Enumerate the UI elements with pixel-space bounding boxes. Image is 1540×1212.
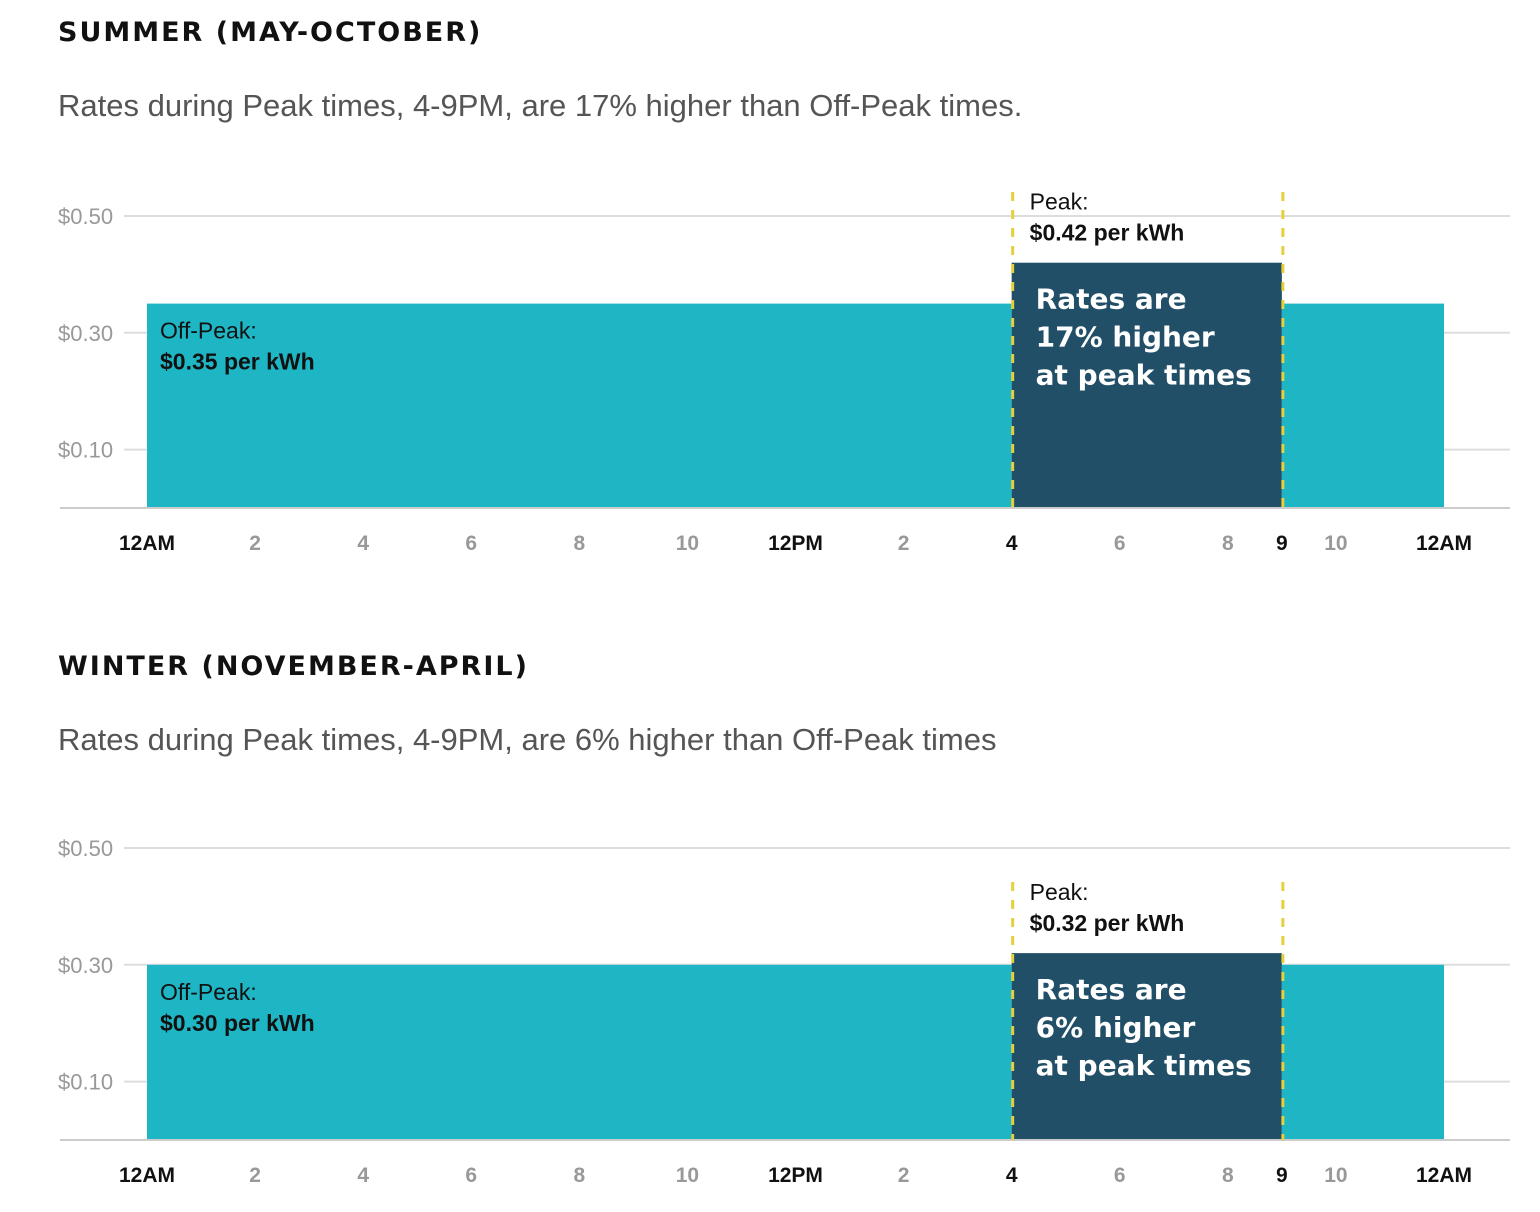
x-tick-label: 6: [1114, 1164, 1126, 1187]
x-tick-label: 4: [357, 1164, 369, 1187]
y-tick-label: $0.30: [58, 953, 113, 978]
peak-callout-line: Rates are: [1036, 973, 1187, 1006]
x-tick-label: 2: [898, 532, 910, 555]
x-tick-label: 12AM: [1416, 532, 1472, 555]
x-tick-label: 2: [249, 1164, 261, 1187]
y-tick-label: $0.30: [58, 321, 113, 346]
x-tick-label: 2: [249, 532, 261, 555]
summer-chart: $0.50 $0.30 $0.10 12AM 2 4 6 8 10 12PM 2 4 6 8 9 10 12AM…: [58, 189, 1510, 555]
summer-title: SUMMER (MAY-OCTOBER): [58, 17, 483, 48]
peak-bar: [1011, 262, 1282, 508]
x-tick-label: 6: [465, 532, 477, 555]
peak-label: Peak:: [1030, 189, 1089, 215]
x-tick-label: 8: [1222, 1164, 1234, 1187]
x-tick-label: 10: [1324, 532, 1347, 555]
offpeak-bar: [147, 964, 1012, 1140]
x-tick-label: 12PM: [768, 532, 823, 555]
peak-callout-line: 6% higher: [1036, 1011, 1196, 1044]
x-tick-label: 2: [898, 1164, 910, 1187]
x-tick-label: 8: [1222, 532, 1234, 555]
x-tick-label: 12PM: [768, 1164, 823, 1187]
x-tick-label: 12AM: [119, 532, 175, 555]
x-tick-label: 6: [1114, 532, 1126, 555]
y-tick-label: $0.50: [58, 836, 113, 861]
offpeak-value: $0.30 per kWh: [160, 1010, 315, 1036]
peak-bar: [1011, 953, 1282, 1140]
peak-callout-line: 17% higher: [1036, 321, 1215, 354]
x-tick-label: 8: [573, 532, 585, 555]
offpeak-bar: [1281, 303, 1444, 508]
peak-callout-line: at peak times: [1036, 359, 1252, 392]
peak-label: Peak:: [1030, 879, 1089, 905]
y-tick-label: $0.10: [58, 1070, 113, 1095]
x-tick-label: 9: [1276, 532, 1288, 555]
offpeak-label: Off-Peak:: [160, 979, 257, 1005]
x-tick-label: 10: [676, 532, 699, 555]
offpeak-bar: [147, 303, 1012, 508]
x-tick-label: 8: [573, 1164, 585, 1187]
y-tick-label: $0.10: [58, 438, 113, 463]
x-tick-label: 4: [1006, 532, 1018, 555]
offpeak-bar: [1281, 964, 1444, 1140]
winter-title: WINTER (NOVEMBER-APRIL): [58, 651, 529, 682]
x-tick-label: 12AM: [119, 1164, 175, 1187]
winter-chart: $0.50 $0.30 $0.10 12AM 2 4 6 8 10 12PM 2 4 6 8 9 10 12AM…: [58, 836, 1510, 1187]
winter-subtitle: Rates during Peak times, 4-9PM, are 6% h…: [58, 722, 997, 757]
x-tick-label: 4: [1006, 1164, 1018, 1187]
summer-subtitle: Rates during Peak times, 4-9PM, are 17% …: [58, 88, 1023, 123]
offpeak-label: Off-Peak:: [160, 318, 257, 344]
offpeak-value: $0.35 per kWh: [160, 349, 315, 375]
x-tick-label: 4: [357, 532, 369, 555]
x-tick-label: 9: [1276, 1164, 1288, 1187]
x-tick-label: 12AM: [1416, 1164, 1472, 1187]
x-tick-label: 10: [676, 1164, 699, 1187]
x-tick-label: 6: [465, 1164, 477, 1187]
y-tick-label: $0.50: [58, 204, 113, 229]
peak-callout-line: at peak times: [1036, 1049, 1252, 1082]
peak-value: $0.42 per kWh: [1030, 220, 1185, 246]
peak-callout-line: Rates are: [1036, 283, 1187, 316]
x-tick-label: 10: [1324, 1164, 1347, 1187]
peak-value: $0.32 per kWh: [1030, 910, 1185, 936]
